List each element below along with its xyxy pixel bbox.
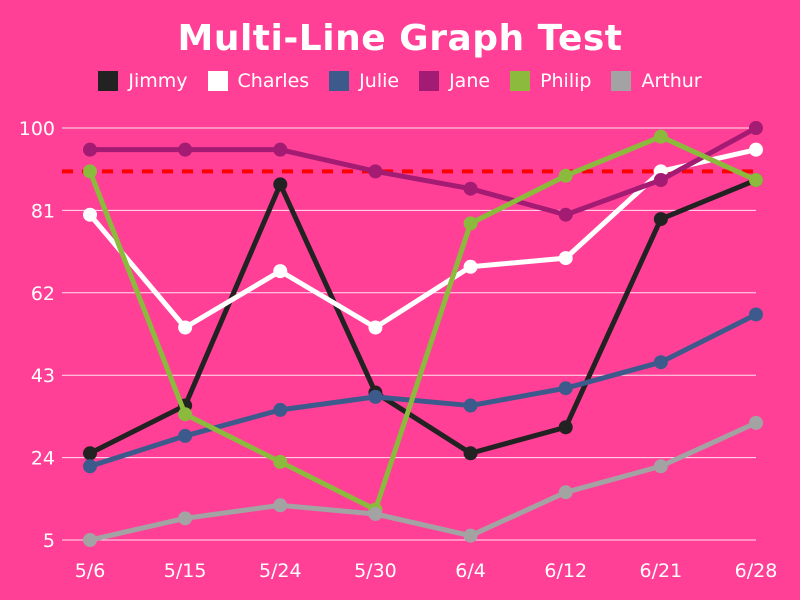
legend-label: Arthur — [641, 70, 702, 92]
y-tick-label: 5 — [43, 530, 55, 552]
data-point-charles — [178, 320, 193, 335]
data-point-arthur — [653, 459, 668, 474]
legend-swatch — [207, 71, 228, 91]
y-tick-label: 62 — [31, 283, 55, 305]
legend: Jimmy Charles Julie Jane Philip Arthur — [0, 70, 800, 92]
series-line-philip — [87, 134, 759, 513]
legend-swatch — [611, 71, 632, 91]
legend-item-jane: Jane — [419, 70, 490, 92]
data-point-jane — [178, 142, 193, 157]
y-tick-label: 100 — [19, 118, 55, 140]
data-point-julie — [749, 307, 763, 322]
data-point-philip — [83, 164, 97, 179]
series-line-arthur — [87, 420, 759, 543]
series-line-julie — [87, 311, 759, 469]
legend-label: Philip — [540, 70, 592, 92]
data-point-jane — [368, 164, 383, 179]
data-point-arthur — [749, 415, 763, 430]
data-point-julie — [273, 402, 288, 417]
data-point-jimmy — [273, 177, 288, 192]
legend-item-jimmy: Jimmy — [98, 70, 188, 92]
data-point-arthur — [368, 506, 383, 521]
legend-item-philip: Philip — [510, 70, 591, 92]
data-point-charles — [558, 251, 573, 266]
data-point-jane — [273, 142, 288, 157]
data-point-jimmy — [653, 212, 668, 227]
data-point-julie — [653, 355, 668, 370]
x-tick-label: 5/15 — [164, 560, 207, 582]
legend-swatch — [510, 71, 531, 91]
data-point-jane — [653, 173, 668, 188]
x-tick-label: 6/28 — [735, 560, 778, 582]
x-tick-label: 6/12 — [544, 560, 587, 582]
data-point-jimmy — [463, 446, 478, 461]
legend-label: Charles — [237, 70, 310, 92]
data-point-philip — [558, 168, 573, 183]
data-point-arthur — [463, 528, 478, 543]
data-point-jane — [558, 207, 573, 222]
data-point-philip — [273, 454, 288, 469]
data-point-philip — [178, 407, 193, 422]
data-point-arthur — [83, 533, 97, 547]
x-tick-label: 5/24 — [259, 560, 302, 582]
data-point-jane — [83, 142, 97, 157]
data-point-philip — [749, 173, 763, 188]
x-tick-label: 6/21 — [640, 560, 683, 582]
chart-title: Multi-Line Graph Test — [177, 18, 623, 59]
data-point-charles — [749, 142, 763, 157]
data-point-julie — [463, 398, 478, 413]
data-point-julie — [83, 459, 97, 474]
legend-swatch — [98, 71, 119, 91]
legend-swatch — [329, 71, 350, 91]
legend-label: Julie — [359, 70, 400, 92]
data-point-philip — [463, 216, 478, 231]
data-point-arthur — [558, 485, 573, 500]
data-point-arthur — [178, 511, 193, 526]
y-tick-label: 24 — [31, 448, 55, 470]
legend-label: Jane — [449, 70, 491, 92]
legend-item-arthur: Arthur — [611, 70, 702, 92]
data-point-arthur — [273, 498, 288, 513]
y-tick-label: 81 — [31, 200, 55, 222]
data-point-julie — [368, 389, 383, 404]
series-line-jimmy — [87, 177, 759, 456]
x-tick-label: 6/4 — [455, 560, 486, 582]
data-point-charles — [368, 320, 383, 335]
data-point-jimmy — [83, 446, 97, 461]
x-tick-label: 5/6 — [75, 560, 106, 582]
data-point-jimmy — [558, 420, 573, 435]
data-point-jane — [749, 121, 763, 135]
data-point-julie — [178, 428, 193, 443]
y-tick-label: 43 — [31, 365, 55, 387]
data-point-charles — [463, 259, 478, 274]
legend-label: Jimmy — [128, 70, 188, 92]
legend-swatch — [419, 71, 440, 91]
data-point-charles — [273, 264, 288, 279]
data-point-jane — [463, 181, 478, 196]
data-point-charles — [83, 207, 97, 222]
legend-item-julie: Julie — [329, 70, 399, 92]
series-line-jane — [87, 125, 759, 218]
data-point-philip — [653, 129, 668, 144]
data-point-julie — [558, 381, 573, 396]
legend-item-charles: Charles — [207, 70, 310, 92]
x-tick-label: 5/30 — [354, 560, 397, 582]
